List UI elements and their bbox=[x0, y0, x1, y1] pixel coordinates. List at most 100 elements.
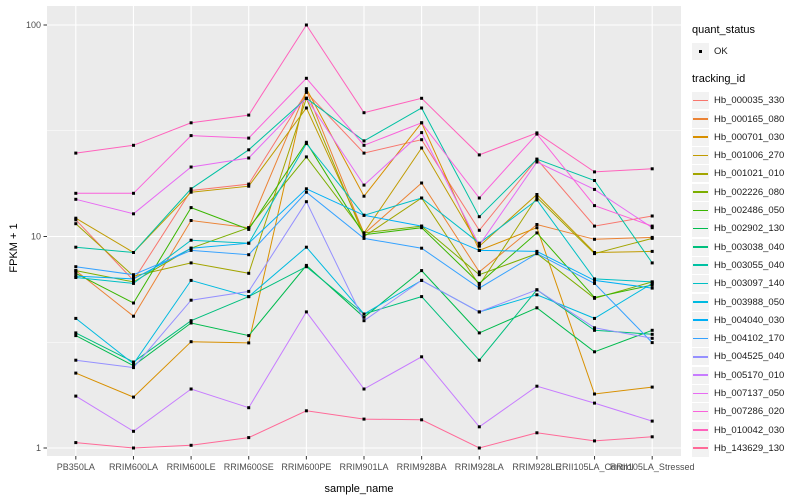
legend-item-label: Hb_143629_130 bbox=[714, 442, 785, 454]
data-point bbox=[304, 409, 308, 413]
line-swatch-icon bbox=[693, 282, 708, 285]
data-point bbox=[477, 446, 481, 450]
data-point bbox=[304, 245, 308, 249]
data-point bbox=[535, 226, 539, 230]
data-point bbox=[420, 295, 424, 299]
data-point bbox=[304, 23, 308, 27]
data-point bbox=[362, 139, 366, 143]
data-point bbox=[74, 151, 78, 155]
data-point bbox=[304, 155, 308, 159]
data-point bbox=[477, 243, 481, 247]
data-point bbox=[247, 136, 251, 140]
legend-key-swatch bbox=[692, 348, 709, 366]
point-marker-icon bbox=[699, 50, 702, 53]
data-point bbox=[74, 371, 78, 375]
data-point bbox=[362, 231, 366, 235]
legend-item-Hb_002486_050: Hb_002486_050 bbox=[692, 202, 798, 220]
data-point bbox=[477, 196, 481, 200]
data-point bbox=[593, 237, 596, 241]
legend-item-Hb_000035_330: Hb_000035_330 bbox=[692, 92, 798, 110]
legend-item-label: Hb_007286_020 bbox=[714, 406, 785, 418]
data-point bbox=[477, 283, 481, 287]
data-point bbox=[304, 310, 308, 314]
data-point bbox=[132, 395, 135, 399]
data-point bbox=[650, 341, 654, 345]
x-tick-label: RRIM600SE bbox=[224, 462, 274, 472]
data-point bbox=[189, 321, 193, 325]
data-point bbox=[477, 286, 481, 290]
legend-item-label: Hb_000701_030 bbox=[714, 131, 785, 143]
data-point bbox=[650, 328, 654, 332]
data-point bbox=[650, 283, 654, 287]
data-point bbox=[247, 341, 251, 345]
legend-key-swatch bbox=[692, 92, 709, 110]
data-point bbox=[593, 252, 596, 256]
data-point bbox=[477, 270, 481, 274]
x-tick-label: RRII105LA_Stressed bbox=[610, 462, 695, 472]
data-point bbox=[650, 385, 654, 389]
legend-item-ok: OK bbox=[692, 43, 798, 60]
legend-item-label: Hb_005170_010 bbox=[714, 369, 785, 381]
line-swatch-icon bbox=[693, 227, 708, 230]
data-point bbox=[304, 89, 308, 92]
legend-item-label: Hb_003038_040 bbox=[714, 241, 785, 253]
data-point bbox=[477, 281, 481, 285]
data-point bbox=[420, 131, 424, 135]
legend-item-label: Hb_007137_050 bbox=[714, 388, 785, 400]
line-swatch-icon bbox=[693, 319, 708, 321]
data-point bbox=[247, 227, 251, 231]
legend-item-Hb_007286_020: Hb_007286_020 bbox=[692, 403, 798, 421]
data-point bbox=[304, 76, 308, 80]
y-tick-label: 100 bbox=[26, 20, 41, 30]
data-point bbox=[535, 198, 539, 202]
line-swatch-icon bbox=[693, 355, 708, 358]
line-swatch-icon bbox=[693, 264, 708, 267]
x-tick-label: RRIM600LE bbox=[167, 462, 216, 472]
data-point bbox=[535, 193, 539, 196]
data-point bbox=[420, 269, 424, 273]
data-point bbox=[420, 224, 424, 228]
data-point bbox=[535, 231, 539, 235]
data-point bbox=[74, 191, 78, 195]
legend-key-swatch bbox=[692, 256, 709, 274]
line-swatch-icon bbox=[693, 337, 708, 340]
data-point bbox=[362, 387, 366, 391]
data-point bbox=[304, 200, 308, 204]
data-point bbox=[247, 334, 251, 338]
legend-key-swatch bbox=[692, 165, 709, 183]
x-tick-label: RRII105LA_Control bbox=[556, 462, 634, 472]
legend-item-Hb_005170_010: Hb_005170_010 bbox=[692, 366, 798, 384]
data-point bbox=[420, 418, 424, 422]
data-point bbox=[74, 274, 78, 278]
data-point bbox=[477, 241, 481, 245]
legend-item-label: Hb_001021_010 bbox=[714, 168, 785, 180]
data-point bbox=[74, 394, 78, 398]
data-point bbox=[593, 170, 596, 174]
legend-title-tracking-id: tracking_id bbox=[692, 73, 746, 86]
legend-key-swatch bbox=[692, 403, 709, 421]
data-point bbox=[362, 417, 366, 421]
data-point bbox=[362, 312, 366, 316]
data-point bbox=[247, 156, 251, 160]
line-swatch-icon bbox=[693, 410, 708, 413]
data-point bbox=[650, 224, 654, 228]
legend-item-Hb_143629_130: Hb_143629_130 bbox=[692, 439, 798, 457]
data-point bbox=[593, 439, 596, 443]
legend-item-Hb_000701_030: Hb_000701_030 bbox=[692, 128, 798, 146]
data-point bbox=[593, 328, 596, 332]
legend-item-Hb_004102_170: Hb_004102_170 bbox=[692, 330, 798, 348]
data-point bbox=[420, 138, 424, 142]
data-point bbox=[650, 286, 654, 290]
legend-key-swatch bbox=[692, 128, 709, 146]
data-point bbox=[132, 429, 135, 433]
legend-item-Hb_004040_030: Hb_004040_030 bbox=[692, 311, 798, 329]
data-point bbox=[477, 425, 481, 429]
data-point bbox=[189, 298, 193, 302]
legend-item-label: Hb_002486_050 bbox=[714, 205, 785, 217]
data-point bbox=[247, 182, 251, 186]
data-point bbox=[189, 165, 193, 169]
data-point bbox=[593, 278, 596, 282]
data-point bbox=[593, 204, 596, 208]
legend-item-label: Hb_001006_270 bbox=[714, 150, 785, 162]
data-point bbox=[132, 277, 135, 281]
